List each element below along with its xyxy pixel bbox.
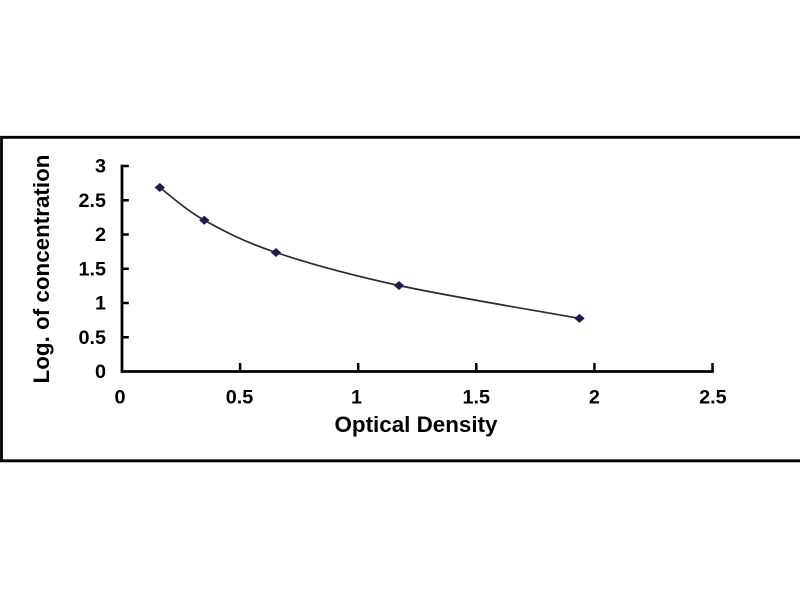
svg-text:2.5: 2.5 bbox=[79, 190, 107, 212]
svg-text:2: 2 bbox=[95, 224, 106, 246]
svg-text:2.5: 2.5 bbox=[699, 387, 727, 409]
svg-text:0.5: 0.5 bbox=[79, 327, 107, 349]
svg-text:Optical Density: Optical Density bbox=[335, 412, 499, 437]
svg-text:2: 2 bbox=[589, 387, 600, 409]
svg-text:Log. of concentration: Log. of concentration bbox=[29, 155, 54, 384]
svg-text:1.5: 1.5 bbox=[463, 387, 491, 409]
svg-text:0.5: 0.5 bbox=[226, 387, 254, 409]
svg-text:0: 0 bbox=[114, 387, 125, 409]
svg-text:1: 1 bbox=[351, 387, 362, 409]
svg-text:1: 1 bbox=[95, 293, 106, 315]
svg-text:3: 3 bbox=[95, 156, 106, 178]
svg-text:0: 0 bbox=[95, 361, 106, 383]
svg-text:1.5: 1.5 bbox=[79, 258, 107, 280]
